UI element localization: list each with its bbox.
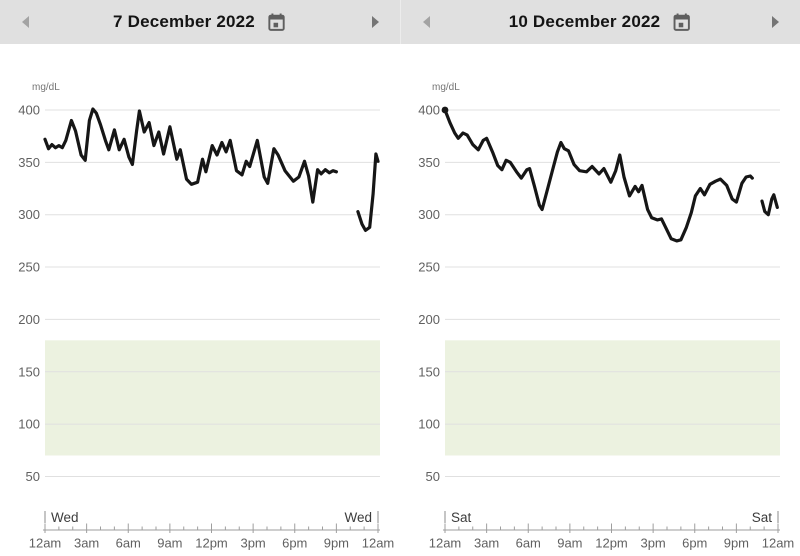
next-day-button[interactable] (758, 0, 792, 44)
svg-text:250: 250 (418, 260, 440, 275)
day-panel-left: 7 December 2022 400 350 300 250 200 150 100 50 m… (0, 0, 400, 551)
svg-text:150: 150 (18, 364, 40, 379)
svg-text:50: 50 (426, 469, 440, 484)
date-title: 7 December 2022 (113, 12, 255, 31)
calendar-icon (673, 12, 690, 31)
next-day-button[interactable] (358, 0, 392, 44)
svg-text:12pm: 12pm (595, 536, 628, 551)
chevron-right-icon (771, 16, 779, 28)
svg-text:300: 300 (18, 207, 40, 222)
chevron-right-icon (371, 16, 379, 28)
svg-text:6pm: 6pm (682, 536, 707, 551)
svg-text:Sat: Sat (451, 510, 472, 525)
svg-text:400: 400 (18, 103, 40, 118)
svg-text:350: 350 (18, 155, 40, 170)
svg-text:3am: 3am (474, 536, 499, 551)
svg-text:250: 250 (18, 260, 40, 275)
svg-text:Sat: Sat (752, 510, 773, 525)
svg-text:12am: 12am (762, 536, 795, 551)
svg-text:9pm: 9pm (724, 536, 749, 551)
svg-text:100: 100 (18, 417, 40, 432)
svg-text:9am: 9am (157, 536, 182, 551)
svg-text:6pm: 6pm (282, 536, 307, 551)
calendar-icon (268, 12, 285, 31)
prev-day-button[interactable] (409, 0, 443, 44)
svg-text:3pm: 3pm (640, 536, 665, 551)
calendar-button[interactable] (671, 12, 692, 33)
calendar-button[interactable] (266, 12, 287, 33)
prev-day-button[interactable] (8, 0, 42, 44)
date-header: 7 December 2022 (0, 0, 400, 44)
svg-text:150: 150 (418, 364, 440, 379)
glucose-chart: 400 350 300 250 200 150 100 50 mg/dL 12am 3am 6am 9a… (418, 82, 795, 551)
day-panel-right: 10 December 2022 400 350 300 250 200 150 100 50… (400, 0, 800, 556)
svg-text:12am: 12am (362, 536, 395, 551)
date-title-group: 7 December 2022 (113, 0, 287, 44)
svg-text:9am: 9am (557, 536, 582, 551)
svg-text:300: 300 (418, 207, 440, 222)
svg-text:6am: 6am (516, 536, 541, 551)
date-title-group: 10 December 2022 (509, 0, 693, 44)
svg-text:12pm: 12pm (195, 536, 228, 551)
chevron-left-icon (21, 16, 29, 28)
svg-text:9pm: 9pm (324, 536, 349, 551)
svg-text:Wed: Wed (344, 510, 372, 525)
glucose-chart: 400 350 300 250 200 150 100 50 mg/dL 12am 3am 6am 9a… (18, 82, 395, 551)
svg-text:200: 200 (418, 312, 440, 327)
svg-text:3pm: 3pm (240, 536, 265, 551)
svg-text:50: 50 (26, 469, 40, 484)
svg-text:12am: 12am (429, 536, 462, 551)
date-header: 10 December 2022 (400, 0, 800, 44)
svg-text:3am: 3am (74, 536, 99, 551)
svg-text:350: 350 (418, 155, 440, 170)
svg-text:200: 200 (18, 312, 40, 327)
svg-text:100: 100 (418, 417, 440, 432)
svg-text:12am: 12am (29, 536, 62, 551)
date-title: 10 December 2022 (508, 12, 661, 31)
svg-text:400: 400 (418, 103, 440, 118)
svg-text:mg/dL: mg/dL (32, 82, 60, 93)
svg-text:6am: 6am (116, 536, 141, 551)
chevron-left-icon (422, 16, 430, 28)
svg-text:Wed: Wed (51, 510, 79, 525)
svg-text:mg/dL: mg/dL (432, 82, 460, 93)
